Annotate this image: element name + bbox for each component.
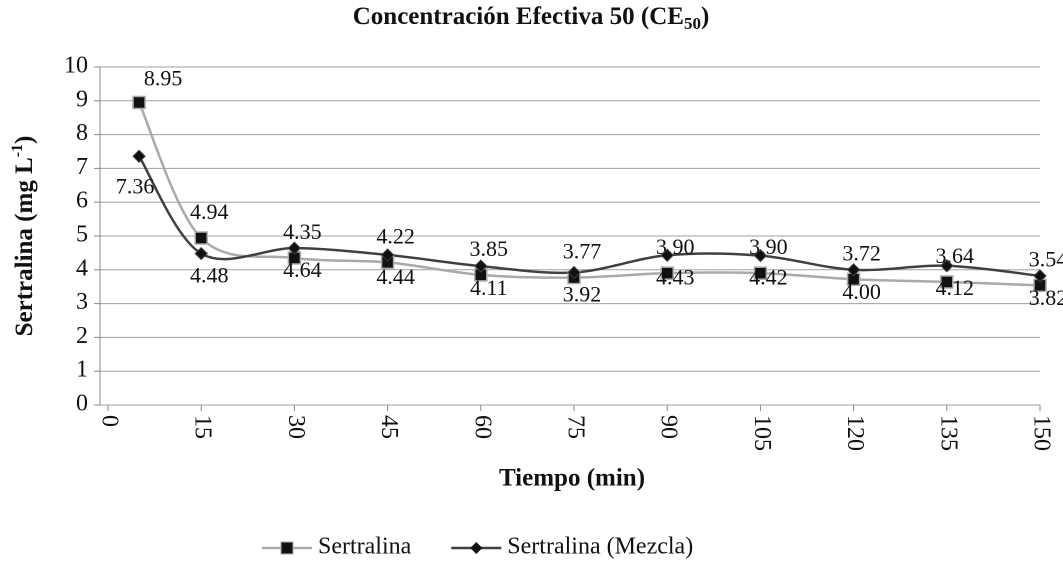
y-tick-label: 7 [76,154,88,180]
title-subscript: 50 [684,14,701,33]
data-label: 3.54 [1029,246,1063,271]
x-tick-label: 15 [190,415,216,439]
marker [567,265,581,280]
legend-marker [280,541,294,555]
data-label: 4.12 [936,275,975,300]
marker [940,275,954,289]
y-tick-label: 5 [76,222,88,248]
data-label: 4.11 [470,275,508,300]
data-label: 3.82 [1029,285,1063,310]
marker [660,266,674,280]
x-tick-label: 45 [376,415,402,439]
x-tick-label: 0 [96,415,122,427]
x-tick-label: 135 [935,415,961,451]
title-text: Concentración Efectiva 50 (CE [353,3,684,30]
y-tick-label: 10 [64,53,88,79]
legend-label: Sertralina (Mezcla) [507,534,693,560]
data-label: 3.77 [563,239,602,264]
data-label: 4.22 [376,223,415,248]
x-tick-label: 60 [469,415,495,439]
x-tick-label: 75 [562,415,588,439]
marker [132,95,146,110]
marker [287,241,302,255]
marker [846,263,861,277]
x-tick-label: 120 [842,415,868,451]
data-label: 7.36 [116,173,155,198]
x-axis-label: Tiempo (min) [499,465,645,492]
x-tick-label: 30 [283,415,309,439]
marker [940,259,954,273]
data-label: 4.35 [283,219,322,244]
data-label: 3.72 [842,240,881,265]
marker [132,149,146,163]
data-label: 3.85 [470,236,509,261]
legend-label: Sertralina [318,534,412,560]
y-tick-label: 4 [76,255,88,281]
marker [474,259,488,273]
y-tick-label: 6 [76,188,88,214]
marker [753,248,768,263]
data-label: 3.92 [563,282,602,307]
y-label-superscript: -1 [9,144,26,157]
y-label-text: ) [11,136,38,144]
x-tick-label: 150 [1028,415,1054,451]
marker [380,248,395,262]
y-axis-label: Sertralina (mg L-1) [9,136,38,337]
data-label: 4.64 [283,257,322,282]
data-label: 4.94 [190,199,229,224]
chart-title: Concentración Efectiva 50 (CE50) [353,3,710,33]
series-line [137,101,1041,287]
marker [660,248,674,262]
x-tick-label: 105 [749,415,775,451]
marker [1033,269,1047,283]
y-tick-label: 9 [76,86,88,112]
title-text: ) [701,3,709,30]
data-label: 4.43 [656,264,695,289]
y-tick-label: 0 [76,391,88,417]
marker [753,266,768,280]
legend-marker [470,542,483,554]
y-tick-label: 1 [76,357,88,383]
y-tick-label: 8 [76,120,88,146]
y-tick-label: 3 [76,289,88,315]
x-tick-label: 90 [656,415,682,439]
y-label-text: Sertralina (mg L [11,157,38,336]
data-label: 4.42 [749,265,788,290]
data-label: 4.00 [842,279,881,304]
data-label: 3.64 [936,243,975,268]
y-tick-label: 2 [76,323,88,349]
data-label: 8.95 [144,66,183,91]
marker [194,231,208,245]
data-label: 4.48 [190,263,229,288]
marker [194,246,208,261]
data-label: 4.44 [376,264,415,289]
